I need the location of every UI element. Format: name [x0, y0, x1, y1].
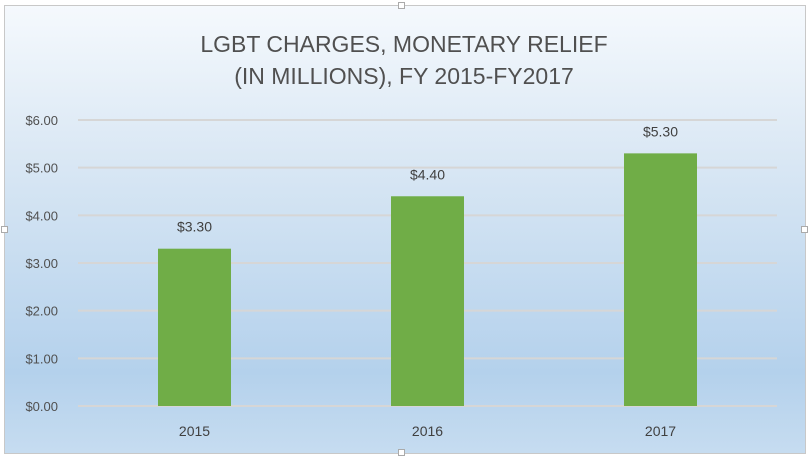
y-tick-label: $1.00 — [25, 351, 58, 366]
chart-title: LGBT CHARGES, MONETARY RELIEF (IN MILLIO… — [0, 28, 808, 92]
resize-handle-top[interactable] — [398, 2, 405, 9]
x-tick-label: 2016 — [412, 423, 443, 439]
data-label: $5.30 — [643, 123, 678, 139]
chart-title-line-2: (IN MILLIONS), FY 2015-FY2017 — [234, 63, 574, 89]
data-label: $4.40 — [410, 166, 445, 182]
y-tick-label: $6.00 — [25, 113, 58, 128]
y-tick-label: $2.00 — [25, 304, 58, 319]
chart-title-line-1: LGBT CHARGES, MONETARY RELIEF — [200, 31, 608, 57]
y-tick-label: $0.00 — [25, 399, 58, 414]
y-tick-label: $4.00 — [25, 208, 58, 223]
y-tick-label: $3.00 — [25, 256, 58, 271]
y-tick-label: $5.00 — [25, 161, 58, 176]
bar — [158, 248, 231, 406]
x-tick-label: 2015 — [179, 423, 210, 439]
bar — [624, 153, 697, 406]
resize-handle-left[interactable] — [1, 226, 8, 233]
bar — [391, 196, 464, 406]
x-tick-label: 2017 — [645, 423, 676, 439]
data-label: $3.30 — [177, 219, 212, 235]
